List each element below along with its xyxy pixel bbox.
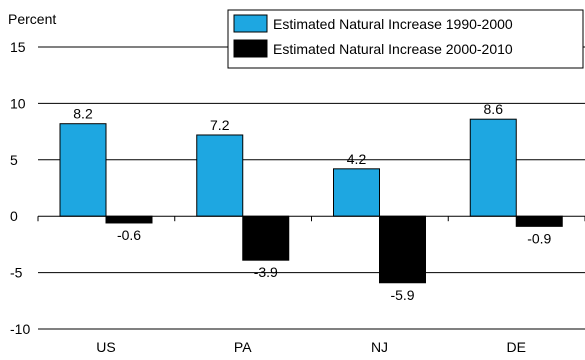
bar-us-series-2	[105, 215, 153, 224]
bar-de-series-2	[515, 215, 563, 227]
y-axis-ticks: 15 10 5 0 -5 -10	[10, 39, 30, 337]
bar-de-series-1	[469, 118, 517, 217]
legend-label: Estimated Natural Increase 1990-2000	[273, 16, 513, 32]
x-axis: US PA NJ DE	[37, 215, 585, 355]
data-label: 8.6	[484, 101, 504, 117]
bar-pa-series-2	[242, 215, 290, 261]
data-label: 7.2	[210, 117, 230, 133]
x-tick-label: DE	[507, 339, 526, 355]
y-axis-label: Percent	[8, 11, 56, 27]
bar-pa-series-1	[196, 134, 244, 217]
data-label: -0.6	[117, 227, 141, 243]
bar-nj-series-1	[333, 168, 380, 217]
x-tick-label: NJ	[371, 339, 388, 355]
legend: Estimated Natural Increase 1990-2000 Esti…	[227, 9, 584, 69]
x-tick-label: US	[96, 339, 115, 355]
legend-swatch-2	[233, 39, 268, 58]
y-tick-label: 15	[10, 39, 26, 55]
legend-label: Estimated Natural Increase 2000-2010	[273, 41, 513, 57]
data-label: -5.9	[390, 287, 414, 303]
y-tick-label: 10	[10, 95, 26, 111]
y-tick-label: -5	[10, 265, 23, 281]
legend-swatch-1	[233, 14, 268, 33]
x-tick-label: PA	[234, 339, 252, 355]
y-tick-label: 0	[10, 208, 18, 224]
bars: 8.2 -0.6 7.2 -3.9 4.2 -5.9 8.6 -0.9	[59, 101, 563, 303]
bar-us-series-1	[59, 123, 107, 217]
y-tick-label: -10	[10, 321, 30, 337]
y-tick-label: 5	[10, 152, 18, 168]
data-label: -3.9	[254, 264, 278, 280]
data-label: 4.2	[347, 151, 367, 167]
data-label: 8.2	[73, 106, 93, 122]
data-label: -0.9	[527, 230, 551, 246]
legend-box	[227, 9, 584, 69]
bar-nj-series-2	[379, 215, 426, 284]
